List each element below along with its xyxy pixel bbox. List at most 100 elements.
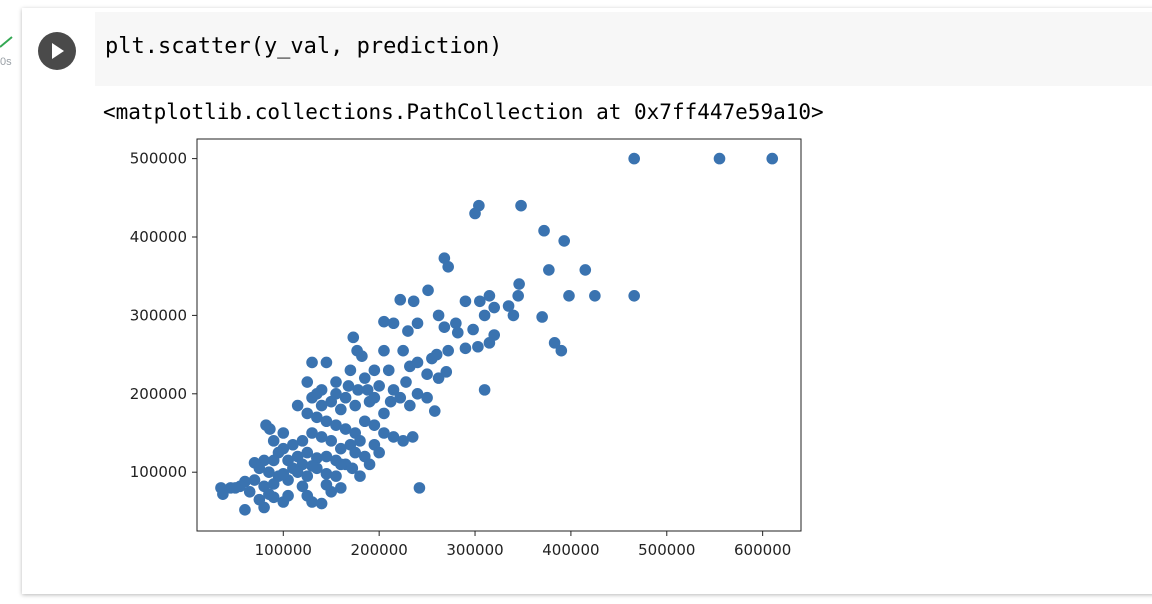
scatter-point [311,411,323,424]
scatter-point [301,446,314,459]
scatter-point [543,264,555,276]
scatter-point [339,423,352,435]
scatter-point [382,364,395,377]
scatter-point [421,368,433,380]
scatter-point [301,407,314,420]
scatter-plot: 100000 200000 300000 400000 500000 600000 1000… [130,138,802,559]
scatter-point [335,403,347,416]
y-tick-label: 200000 [130,385,187,403]
scatter-point [229,482,242,494]
scatter-point [713,152,726,165]
scatter-point [248,474,261,486]
scatter-point [368,364,381,377]
scatter-point [349,399,361,412]
scatter-point [404,399,416,412]
scatter-point [378,344,390,357]
check-icon [0,34,14,48]
scatter-point [320,450,333,463]
play-icon [52,43,64,59]
scatter-point [296,480,309,493]
scatter-point [563,290,575,302]
scatter-point [407,295,420,308]
scatter-point [428,405,441,417]
scatter-point [406,431,419,443]
scatter-point [267,454,280,467]
output-text: <matplotlib.collections.PathCollection a… [103,100,824,124]
scatter-point [347,331,360,344]
scatter-point [474,295,486,308]
scatter-point [469,207,481,220]
scatter-point [277,467,290,480]
scatter-point [296,458,309,471]
scatter-point [320,478,333,491]
scatter-point [397,344,409,357]
scatter-point [459,295,472,308]
scatter-point [263,466,275,479]
scatter-point [363,458,376,471]
scatter-point [342,380,355,392]
scatter-point [267,478,280,490]
scatter-point [301,470,314,482]
scatter-point [267,491,280,504]
scatter-point [282,489,294,502]
scatter-point [400,376,412,388]
x-tick-label: 200000 [351,541,408,559]
execution-time: 0s [0,56,12,68]
scatter-point [287,438,299,451]
x-tick-label: 600000 [734,541,791,559]
scatter-point [373,446,385,459]
scatter-point [267,435,280,447]
scatter-point [478,309,491,322]
scatter-point [459,342,472,355]
scatter-point [315,431,328,443]
scatter-point [335,442,347,455]
scatter-point [315,497,328,510]
code-row: plt.scatter(y_val, prediction) [22,12,1152,86]
scatter-point [579,264,592,276]
scatter-point [411,388,424,400]
scatter-point [422,284,434,297]
scatter-point [344,364,357,377]
scatter-point [239,504,251,516]
notebook-cell: plt.scatter(y_val, prediction) <matplotl… [22,8,1152,594]
scatter-point [628,152,640,165]
scatter-point [421,391,433,404]
scatter-point [512,290,524,302]
scatter-point [264,423,276,435]
scatter-point [306,496,318,508]
scatter-point [378,427,390,439]
scatter-point [291,399,304,412]
scatter-point [356,350,368,362]
scatter-point [513,278,525,290]
scatter-point [628,290,640,302]
scatter-point [320,467,333,480]
scatter-point [320,415,333,428]
run-cell-button[interactable] [38,32,76,70]
scatter-point [320,356,333,369]
x-tick-label: 500000 [638,541,695,559]
scatter-point [306,356,318,369]
scatter-point [346,462,359,475]
scatter-point [301,376,314,388]
scatter-point [411,317,424,330]
scatter-point [330,419,342,431]
scatter-point [430,348,443,361]
scatter-point [384,395,397,408]
scatter-point [296,435,309,447]
scatter-point [472,340,484,353]
code-text: plt.scatter(y_val, prediction) [105,34,503,59]
x-tick-label: 100000 [255,541,312,559]
scatter-point [432,372,445,384]
code-editor[interactable]: plt.scatter(y_val, prediction) [95,12,1152,86]
scatter-point [440,366,453,378]
scatter-point [502,300,515,312]
scatter-point [339,391,352,404]
scatter-point [432,309,445,322]
scatter-point [315,399,328,412]
scatter-point [411,356,424,369]
scatter-point [361,384,374,396]
scatter-point [258,501,270,514]
scatter-point [378,315,390,328]
x-tick-label: 300000 [446,541,503,559]
scatter-point [358,372,371,384]
